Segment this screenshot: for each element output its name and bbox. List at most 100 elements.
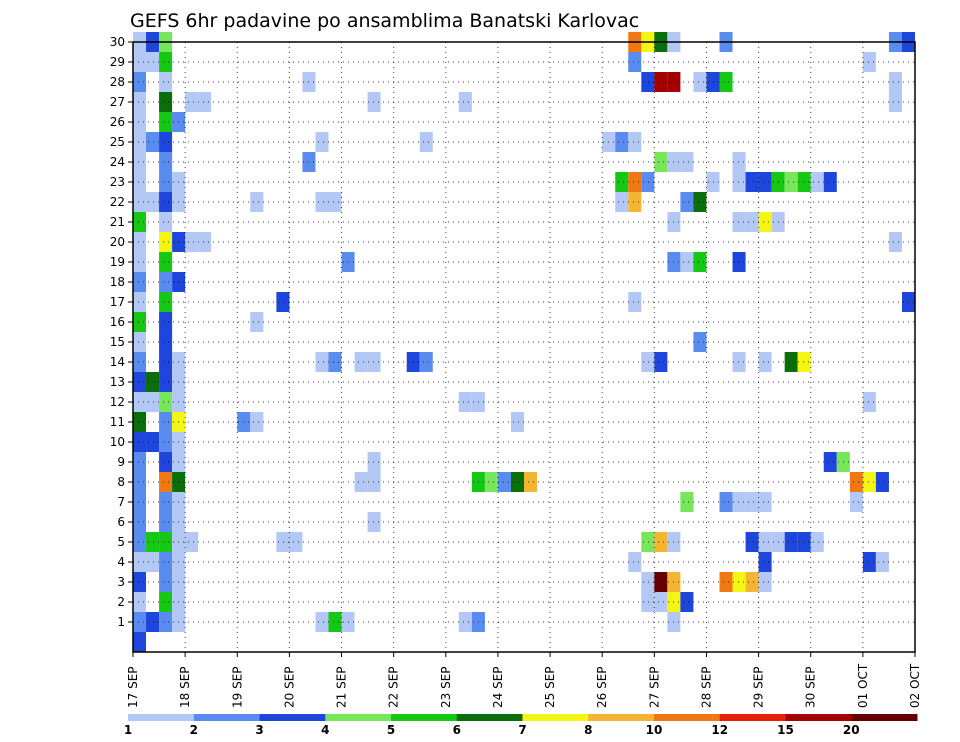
heatmap-cell	[458, 92, 472, 112]
heatmap-cell	[680, 152, 694, 172]
heatmap-cell	[628, 132, 642, 152]
colorbar-swatch	[193, 714, 260, 721]
heatmap-cell	[888, 72, 902, 92]
colorbar-swatch	[456, 714, 523, 721]
heatmap-cell	[133, 472, 147, 492]
heatmap-cell	[133, 532, 147, 552]
y-tick-label: 23	[110, 175, 125, 189]
heatmap-cell	[732, 352, 746, 372]
heatmap-cell	[328, 612, 342, 632]
heatmap-cell	[732, 252, 746, 272]
heatmap-cell	[732, 152, 746, 172]
heatmap-cell	[185, 92, 199, 112]
x-tick-label: 21 SEP	[335, 666, 349, 708]
y-tick-label: 25	[110, 135, 125, 149]
plot-frame	[132, 41, 916, 653]
y-tick-label: 19	[110, 255, 125, 269]
heatmap-cell	[159, 332, 173, 352]
heatmap-cell	[680, 492, 694, 512]
colorbar-swatch	[785, 714, 852, 721]
heatmap-cell	[133, 252, 147, 272]
heatmap-cell	[758, 492, 772, 512]
heatmap-cell	[159, 52, 173, 72]
heatmap-cell	[745, 532, 759, 552]
heatmap-cell	[654, 532, 668, 552]
heatmap-cell	[797, 352, 811, 372]
heatmap-cell	[159, 312, 173, 332]
heatmap-cell	[862, 472, 876, 492]
heatmap-cell	[146, 52, 160, 72]
heatmap-cell	[849, 472, 863, 492]
heatmap-cell	[641, 172, 655, 192]
colorbar-label: 6	[453, 723, 461, 737]
y-tick-label: 9	[117, 455, 125, 469]
heatmap-cell	[133, 172, 147, 192]
heatmap-cell	[419, 132, 433, 152]
heatmap-cell	[159, 612, 173, 632]
y-tick-label: 7	[117, 495, 125, 509]
heatmap-cell	[133, 572, 147, 592]
heatmap-cell	[133, 272, 147, 292]
heatmap-cell	[719, 572, 733, 592]
y-tick-label: 22	[110, 195, 125, 209]
heatmap-cell	[628, 192, 642, 212]
heatmap-cell	[797, 172, 811, 192]
heatmap-cell	[654, 352, 668, 372]
y-tick-label: 3	[117, 575, 125, 589]
heatmap-cell	[133, 112, 147, 132]
heatmap-cell	[159, 452, 173, 472]
heatmap-cell	[159, 252, 173, 272]
heatmap-cell	[250, 412, 264, 432]
heatmap-cell	[133, 52, 147, 72]
y-tick-label: 29	[110, 55, 125, 69]
heatmap-cell	[367, 512, 381, 532]
colorbar-label: 2	[190, 723, 198, 737]
x-tick-label: 22 SEP	[387, 666, 401, 708]
x-tick-label: 19 SEP	[230, 666, 244, 708]
heatmap-cell	[133, 592, 147, 612]
heatmap-cell	[745, 572, 759, 592]
heatmap-cell	[680, 252, 694, 272]
heatmap-cell	[745, 172, 759, 192]
heatmap-cell	[862, 552, 876, 572]
heatmap-cell	[159, 552, 173, 572]
colorbar-swatch	[851, 714, 918, 721]
heatmap-cell	[510, 412, 524, 432]
heatmap-cell	[159, 532, 173, 552]
heatmap-cell	[146, 132, 160, 152]
x-tick-label: 01 OCT	[856, 663, 870, 708]
heatmap-cell	[159, 492, 173, 512]
heatmap-cell	[628, 172, 642, 192]
heatmap-cell	[823, 172, 837, 192]
heatmap-cell	[745, 212, 759, 232]
heatmap-cell	[133, 92, 147, 112]
y-tick-label: 14	[110, 355, 125, 369]
colorbar-label: 12	[711, 723, 728, 737]
y-tick-label: 26	[110, 115, 125, 129]
x-tick-label: 25 SEP	[543, 666, 557, 708]
heatmap-cell	[133, 332, 147, 352]
heatmap-cell	[159, 352, 173, 372]
heatmap-cell	[732, 492, 746, 512]
heatmap-cell	[862, 392, 876, 412]
heatmap-cell	[133, 192, 147, 212]
heatmap-cell	[198, 232, 212, 252]
heatmap-cell	[680, 192, 694, 212]
colorbar-swatch	[588, 714, 655, 721]
colorbar-swatch	[325, 714, 392, 721]
heatmap-cell	[367, 92, 381, 112]
heatmap-cell	[784, 352, 798, 372]
heatmap-cell	[159, 512, 173, 532]
heatmap-cell	[146, 532, 160, 552]
heatmap-cell	[693, 252, 707, 272]
heatmap-cell	[367, 472, 381, 492]
heatmap-cell	[641, 72, 655, 92]
colorbar-swatch	[654, 714, 721, 721]
heatmap-cell	[758, 552, 772, 572]
heatmap-cell	[146, 372, 160, 392]
heatmap-cell	[250, 312, 264, 332]
heatmap-cell	[250, 192, 264, 212]
heatmap-cell	[133, 72, 147, 92]
heatmap-cell	[133, 492, 147, 512]
